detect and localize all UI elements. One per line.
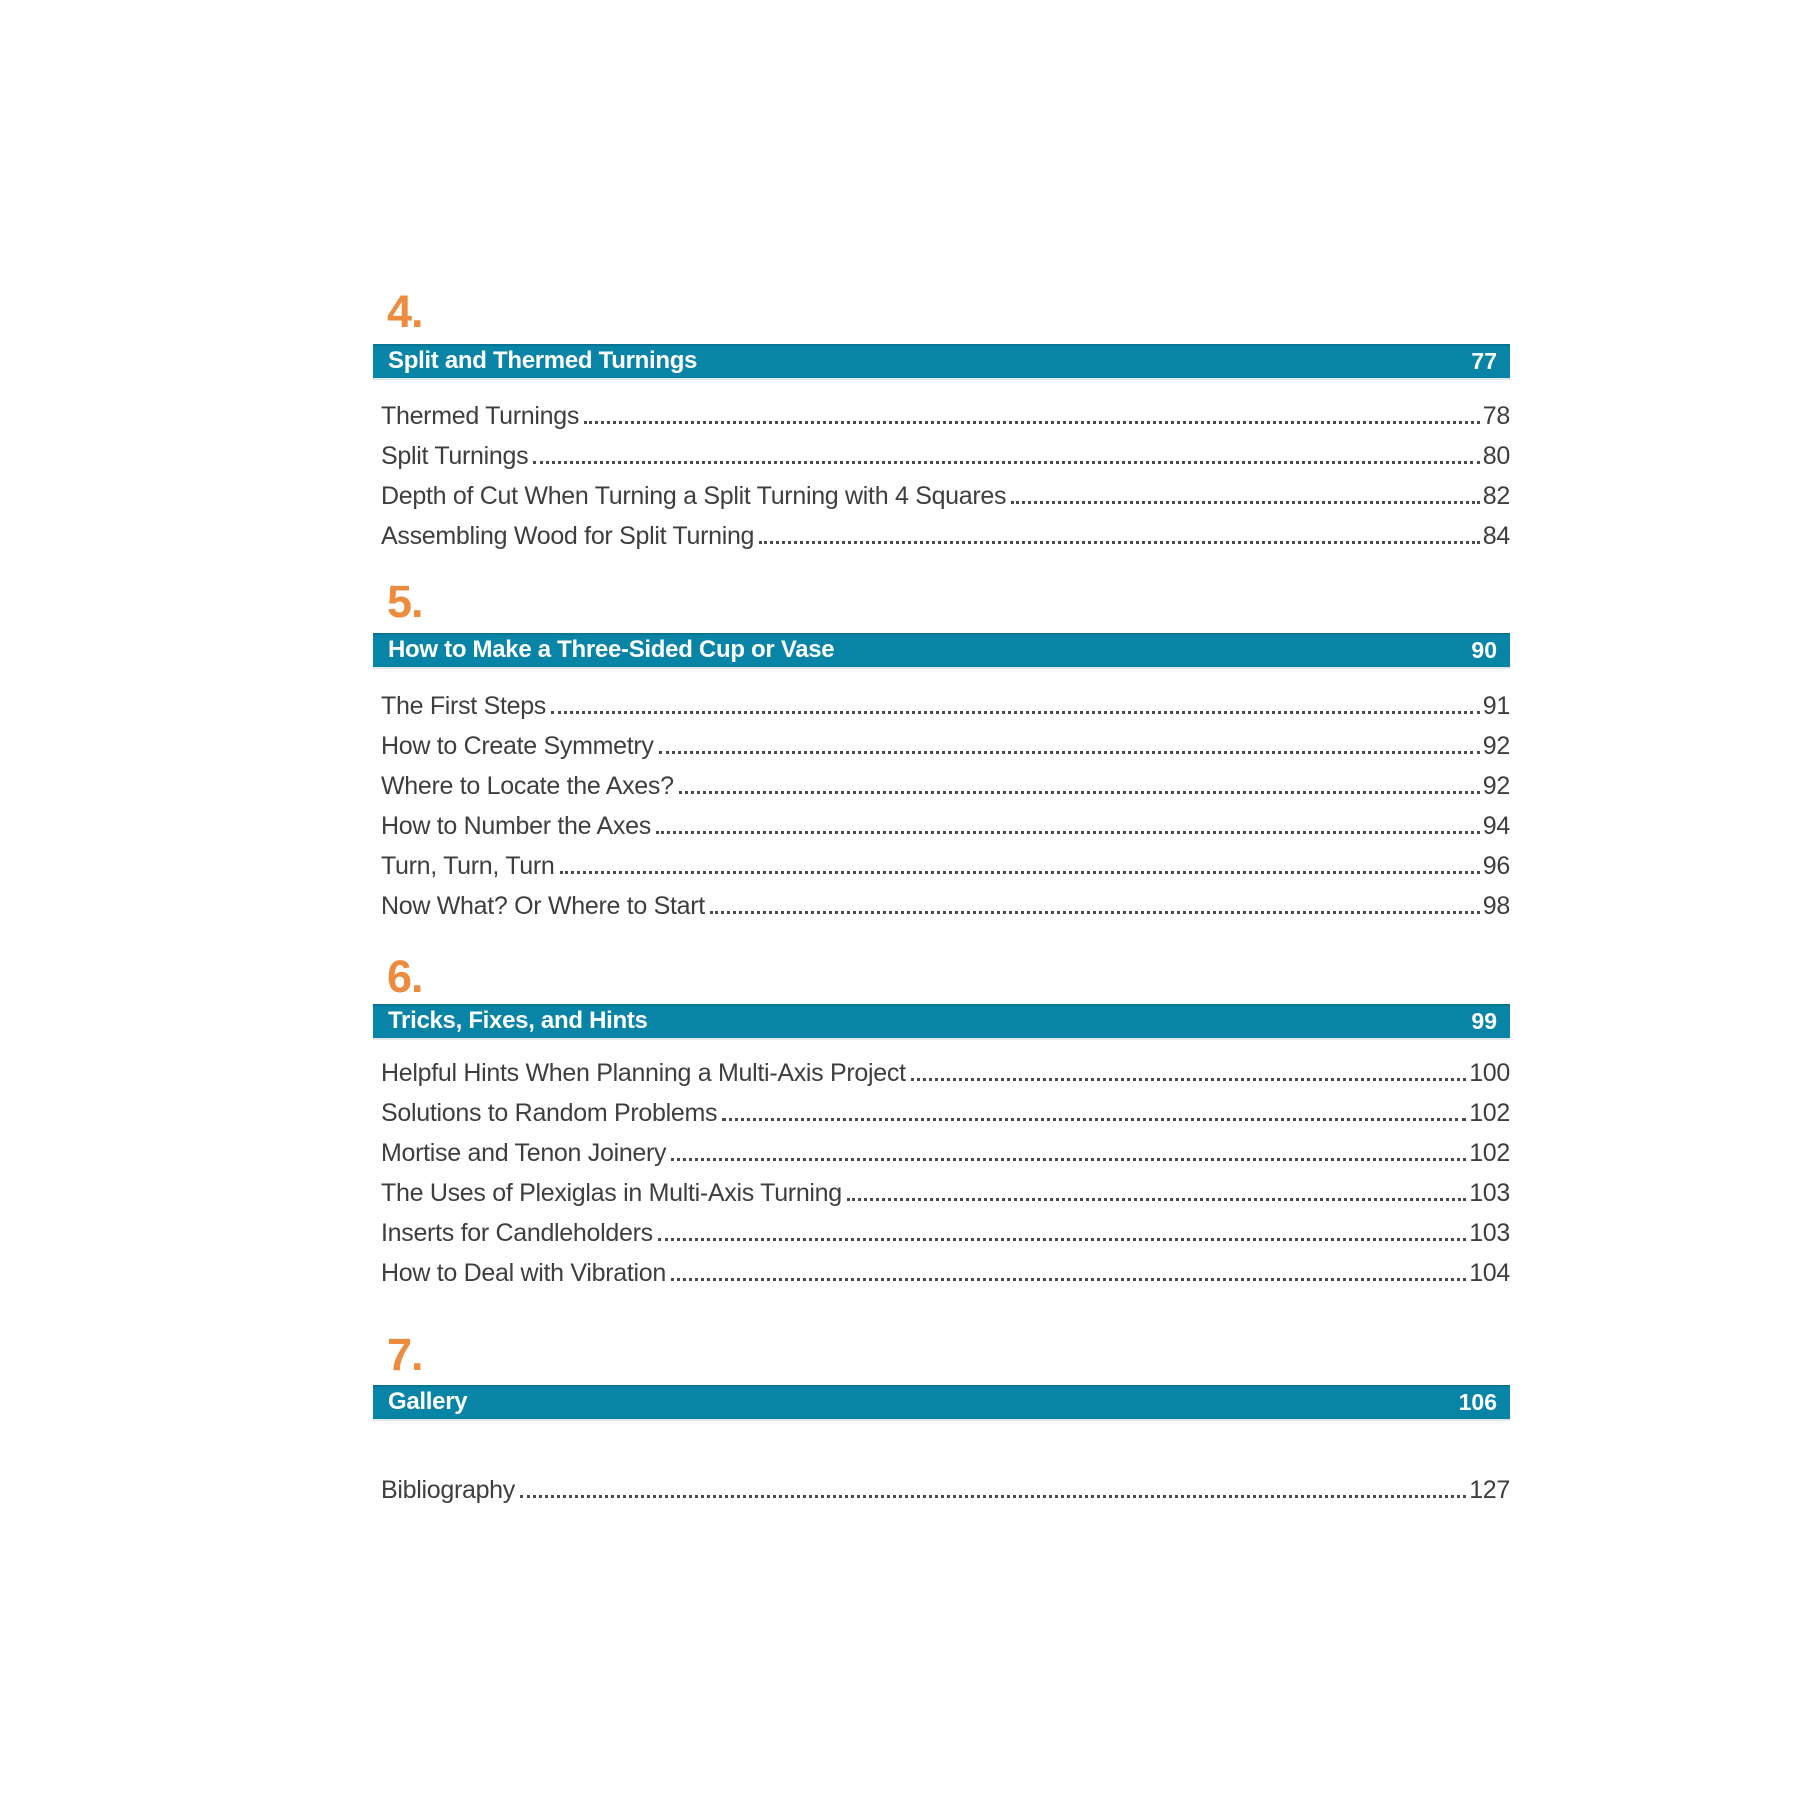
dot-leader [759,541,1480,544]
toc-entry-label: Thermed Turnings [381,401,580,430]
toc-entry-label: How to Create Symmetry [381,731,654,760]
toc-entry-label: Helpful Hints When Planning a Multi-Axis… [381,1058,906,1087]
chapter-title: Tricks, Fixes, and Hints [388,1007,648,1034]
toc-entry[interactable]: Thermed Turnings 78 [381,396,1510,436]
toc-entry-label: Solutions to Random Problems [381,1098,718,1127]
toc-entry-label: Turn, Turn, Turn [381,851,555,880]
toc-entry[interactable]: How to Deal with Vibration 104 [381,1253,1510,1293]
toc-entry-page-number: 92 [1482,731,1511,760]
dot-leader [722,1118,1467,1121]
toc-entry-label: Split Turnings [381,441,529,470]
toc-entry-page-number: 100 [1469,1058,1510,1087]
toc-entry[interactable]: Split Turnings 80 [381,436,1510,476]
chapter-entry-list: Thermed Turnings 78 Split Turnings 80 Depth … [381,396,1510,556]
toc-entry-label: Now What? Or Where to Start [381,891,705,920]
chapter-number: 4. [387,286,424,337]
chapter-title: Gallery [388,1388,468,1415]
toc-entry-page-number: 102 [1469,1098,1510,1127]
chapter-page-number: 106 [1458,1388,1497,1415]
chapter-header-bar[interactable]: How to Make a Three-Sided Cup or Vase 90 [373,633,1510,667]
toc-entry-page-number: 98 [1482,891,1511,920]
toc-entry[interactable]: Helpful Hints When Planning a Multi-Axis… [381,1053,1510,1093]
toc-entry[interactable]: Assembling Wood for Split Turning 84 [381,516,1510,556]
toc-entry[interactable]: Where to Locate the Axes? 92 [381,766,1510,806]
toc-entry-label: Where to Locate the Axes? [381,771,674,800]
dot-leader [533,461,1480,464]
toc-entry-page-number: 84 [1482,521,1511,550]
toc-entry-page-number: 96 [1482,851,1511,880]
toc-entry-label: The Uses of Plexiglas in Multi-Axis Turn… [381,1178,842,1207]
chapter-entry-list: The First Steps 91 How to Create Symmetry 9… [381,686,1510,926]
toc-entry-page-number: 102 [1469,1138,1510,1167]
toc-entry-page-number: 94 [1482,811,1511,840]
dot-leader [910,1078,1467,1081]
chapter-title: How to Make a Three-Sided Cup or Vase [388,636,835,663]
chapter-header-bar[interactable]: Tricks, Fixes, and Hints 99 [373,1004,1510,1038]
toc-entry-page-number: 80 [1482,441,1511,470]
toc-entry-label: Mortise and Tenon Joinery [381,1138,667,1167]
chapter-number: 6. [387,951,424,1002]
toc-entry[interactable]: How to Create Symmetry 92 [381,726,1510,766]
chapter-number: 7. [387,1329,424,1380]
toc-entry-page-number: 127 [1469,1475,1510,1504]
dot-leader [551,711,1480,714]
chapter-entry-list: Helpful Hints When Planning a Multi-Axis… [381,1053,1510,1293]
dot-leader [846,1198,1467,1201]
toc-entry-page-number: 92 [1482,771,1511,800]
toc-entry[interactable]: Solutions to Random Problems 102 [381,1093,1510,1133]
backmatter-list: Bibliography 127 [381,1470,1510,1510]
dot-leader [678,791,1480,794]
toc-entry[interactable]: The First Steps 91 [381,686,1510,726]
toc-entry-label: Assembling Wood for Split Turning [381,521,755,550]
toc-entry-page-number: 104 [1469,1258,1510,1287]
chapter-page-number: 77 [1471,347,1497,374]
toc-entry-label: How to Deal with Vibration [381,1258,666,1287]
toc-entry[interactable]: Turn, Turn, Turn 96 [381,846,1510,886]
dot-leader [671,1158,1467,1161]
toc-entry-page-number: 78 [1482,401,1511,430]
toc-entry-page-number: 103 [1469,1178,1510,1207]
toc-entry-page-number: 103 [1469,1218,1510,1247]
dot-leader [584,421,1480,424]
chapter-header-bar[interactable]: Split and Thermed Turnings 77 [373,344,1510,378]
toc-entry[interactable]: The Uses of Plexiglas in Multi-Axis Turn… [381,1173,1510,1213]
toc-entry-page-number: 91 [1482,691,1511,720]
chapter-header-bar[interactable]: Gallery 106 [373,1385,1510,1419]
toc-entry-backmatter[interactable]: Bibliography 127 [381,1470,1510,1510]
toc-entry-label: The First Steps [381,691,546,720]
chapter-number: 5. [387,576,424,627]
toc-entry[interactable]: Depth of Cut When Turning a Split Turnin… [381,476,1510,516]
chapter-page-number: 90 [1471,636,1497,663]
dot-leader [1011,501,1480,504]
dot-leader [520,1495,1467,1498]
dot-leader [658,751,1480,754]
dot-leader [670,1278,1467,1281]
toc-entry-label: Depth of Cut When Turning a Split Turnin… [381,481,1007,510]
toc-entry-label: Inserts for Candleholders [381,1218,653,1247]
dot-leader [657,1238,1467,1241]
toc-entry[interactable]: Mortise and Tenon Joinery 102 [381,1133,1510,1173]
toc-entry[interactable]: How to Number the Axes 94 [381,806,1510,846]
chapter-title: Split and Thermed Turnings [388,347,698,374]
toc-entry-label: How to Number the Axes [381,811,651,840]
toc-entry[interactable]: Inserts for Candleholders 103 [381,1213,1510,1253]
toc-entry-page-number: 82 [1482,481,1511,510]
dot-leader [709,911,1480,914]
dot-leader [655,831,1480,834]
toc-entry-label: Bibliography [381,1475,515,1504]
chapter-page-number: 99 [1471,1007,1497,1034]
dot-leader [559,871,1480,874]
toc-entry[interactable]: Now What? Or Where to Start 98 [381,886,1510,926]
